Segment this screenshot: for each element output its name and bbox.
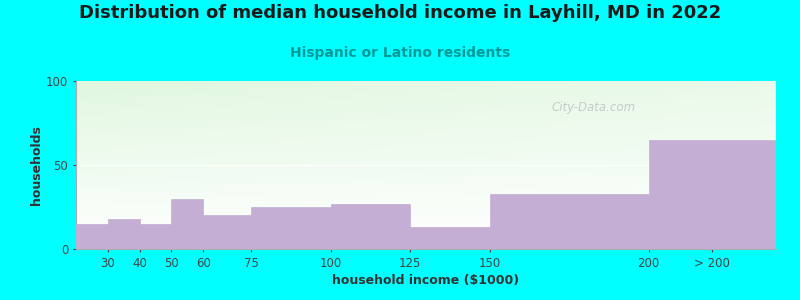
Bar — [490, 194, 649, 249]
Bar — [76, 224, 108, 249]
Bar — [410, 227, 490, 249]
Bar — [108, 219, 140, 249]
Text: Hispanic or Latino residents: Hispanic or Latino residents — [290, 46, 510, 61]
Bar — [203, 215, 251, 249]
Text: City-Data.com: City-Data.com — [552, 101, 636, 114]
Bar — [140, 224, 171, 249]
Bar — [251, 207, 330, 249]
Bar — [171, 199, 203, 249]
Y-axis label: households: households — [30, 125, 43, 205]
Bar — [649, 140, 776, 249]
Text: Distribution of median household income in Layhill, MD in 2022: Distribution of median household income … — [79, 4, 721, 22]
Bar — [330, 204, 410, 249]
X-axis label: household income ($1000): household income ($1000) — [333, 274, 519, 287]
